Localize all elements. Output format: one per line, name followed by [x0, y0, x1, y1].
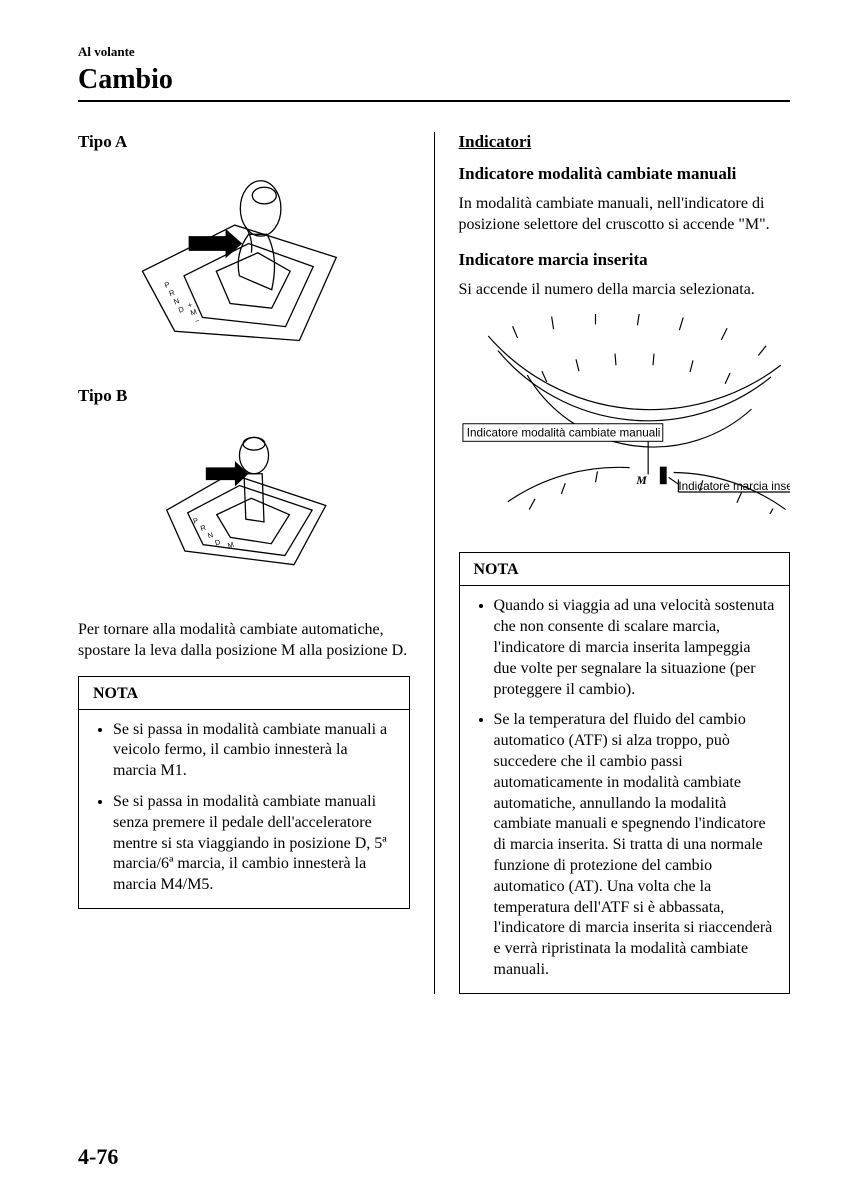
column-divider: [434, 132, 435, 994]
tipo-b-heading: Tipo B: [78, 386, 410, 406]
page-title: Cambio: [78, 64, 790, 96]
svg-text:D: D: [214, 537, 222, 547]
gauge-icon: M Indicatore modalità cambiate manuali I…: [459, 314, 791, 514]
svg-text:D: D: [177, 304, 185, 314]
page-header: Al volante Cambio: [78, 44, 790, 102]
figure-shifter-b: P R N D M: [78, 416, 410, 586]
right-column: Indicatori Indicatore modalità cambiate …: [459, 132, 791, 994]
gauge-label-left: Indicatore modalità cambiate manuali: [466, 427, 660, 440]
svg-text:M: M: [226, 540, 234, 550]
sub2-heading: Indicatore marcia inserita: [459, 250, 791, 270]
svg-text:+: +: [186, 300, 193, 310]
left-column: Tipo A P R N D M: [78, 132, 410, 994]
tipo-a-heading: Tipo A: [78, 132, 410, 152]
shifter-a-icon: P R N D M + −: [124, 162, 364, 362]
note-title-left: NOTA: [79, 677, 409, 709]
note-box-right: NOTA Quando si viaggia ad una velocità s…: [459, 552, 791, 993]
note-title-right: NOTA: [460, 553, 790, 585]
note-list-right: Quando si viaggia ad una velocità sosten…: [460, 586, 790, 992]
figure-shifter-a: P R N D M + −: [78, 162, 410, 362]
note-item: Se si passa in modalità cambiate manuali…: [113, 720, 395, 782]
return-text: Per tornare alla modalità cambiate autom…: [78, 620, 410, 662]
note-list-left: Se si passa in modalità cambiate manuali…: [79, 710, 409, 908]
page-number: 4-76: [78, 1144, 118, 1170]
note-item: Se la temperatura del fluido del cambio …: [494, 710, 776, 980]
note-item: Quando si viaggia ad una velocità sosten…: [494, 596, 776, 700]
sub1-text: In modalità cambiate manuali, nell'indic…: [459, 194, 791, 236]
indicatori-heading: Indicatori: [459, 132, 791, 152]
title-rule: [78, 100, 790, 102]
svg-text:−: −: [194, 316, 201, 326]
gauge-m-letter: M: [635, 475, 647, 488]
note-box-left: NOTA Se si passa in modalità cambiate ma…: [78, 676, 410, 909]
breadcrumb: Al volante: [78, 44, 790, 60]
figure-gauge: M Indicatore modalità cambiate manuali I…: [459, 314, 791, 514]
sub1-heading: Indicatore modalità cambiate manuali: [459, 164, 791, 184]
sub2-text: Si accende il numero della marcia selezi…: [459, 280, 791, 301]
gear-digit-icon: [659, 467, 666, 485]
gauge-label-right: Indicatore marcia inserita: [678, 480, 790, 493]
content-columns: Tipo A P R N D M: [78, 132, 790, 994]
note-item: Se si passa in modalità cambiate manuali…: [113, 792, 395, 896]
shifter-b-icon: P R N D M: [144, 416, 344, 586]
